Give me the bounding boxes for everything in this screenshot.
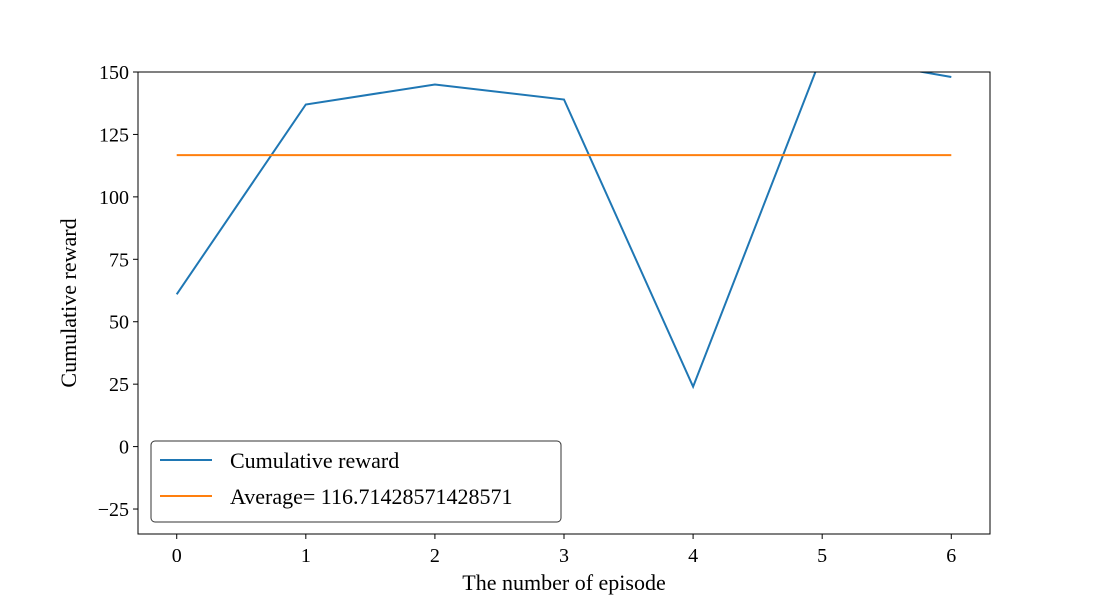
x-tick-label: 2 [430, 545, 440, 567]
x-axis-ticks: 0 1 2 3 4 5 6 [172, 534, 956, 567]
y-tick-label: 50 [109, 312, 129, 334]
series-layer [175, 72, 952, 390]
plot-frame [137, 71, 991, 535]
x-tick-label: 3 [559, 545, 569, 567]
y-axis-ticks: −25 0 25 50 75 100 125 150 [98, 62, 138, 521]
y-tick-label: 0 [119, 437, 129, 459]
y-tick-label: −25 [98, 499, 129, 521]
x-tick-label: 6 [946, 545, 956, 567]
legend-frame [150, 440, 562, 523]
x-axis-label: The number of episode [462, 570, 665, 595]
y-axis-label: Cumulative reward [56, 218, 81, 387]
y-tick-label: 125 [99, 124, 129, 146]
legend-label-average: Average= 116.71428571428571 [230, 484, 512, 509]
legend-label-cumulative-reward: Cumulative reward [230, 448, 399, 473]
y-tick-label: 150 [99, 62, 129, 84]
y-tick-label: 100 [99, 187, 129, 209]
x-tick-label: 5 [817, 545, 827, 567]
x-tick-label: 1 [301, 545, 311, 567]
series-line-cumulative-reward [175, 72, 952, 390]
legend: Cumulative reward Average= 116.714285714… [150, 440, 562, 523]
y-tick-label: 75 [109, 249, 129, 271]
x-tick-label: 0 [172, 545, 182, 567]
x-tick-label: 4 [688, 545, 698, 567]
y-tick-label: 25 [109, 374, 129, 396]
